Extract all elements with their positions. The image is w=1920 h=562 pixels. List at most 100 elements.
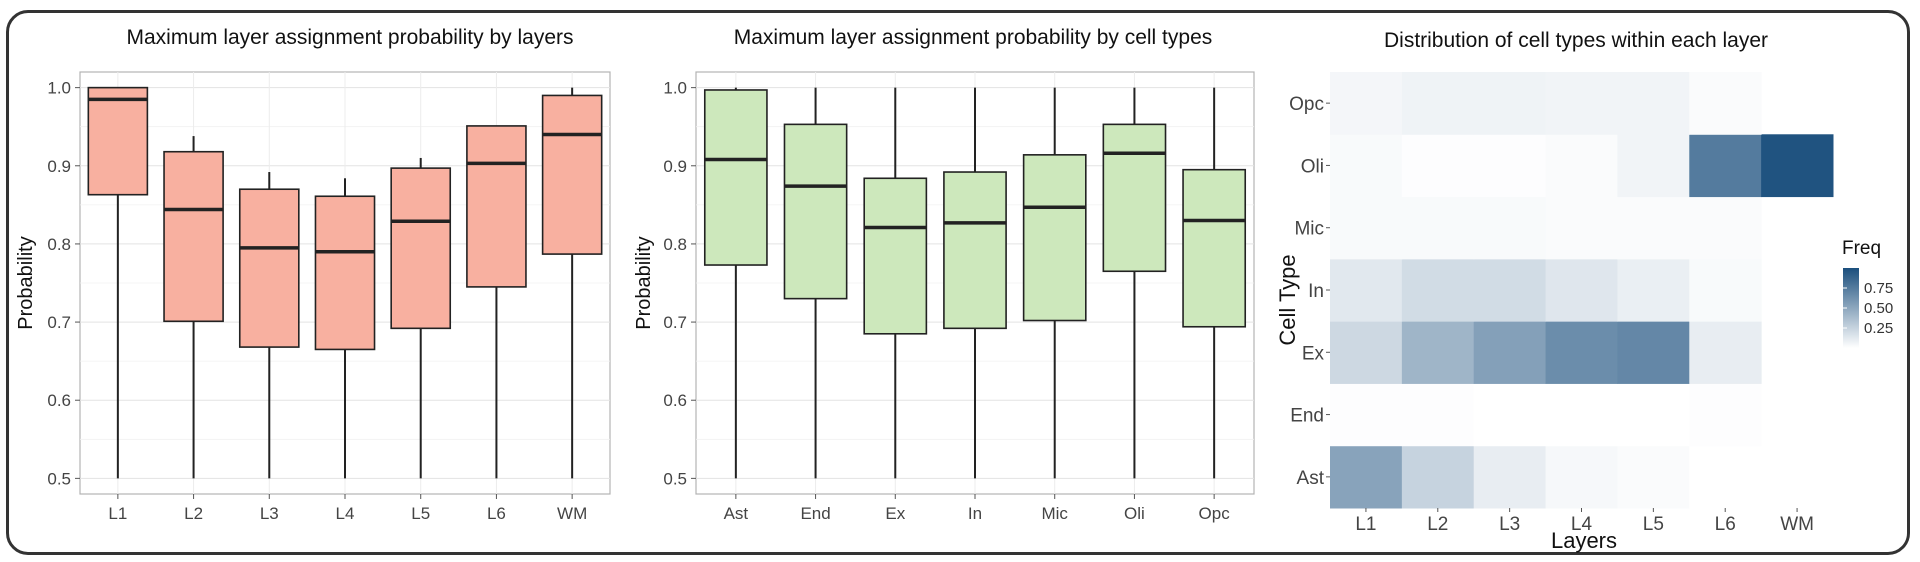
heatmap-cell-opc-l4 — [1545, 72, 1618, 135]
heatmap-cell-oli-l4 — [1545, 134, 1618, 198]
heatmap-cell-ex-l4 — [1545, 321, 1618, 384]
panel1-box-l2 — [163, 136, 224, 479]
panel1-box-l6 — [466, 125, 527, 479]
heatmap-y-tick-label: Ast — [1297, 468, 1325, 489]
heatmap-y-tick-label: Oli — [1301, 156, 1324, 177]
panel2-box-end — [783, 87, 848, 479]
panel-celltypes-boxplot: Maximum layer assignment probability by … — [633, 26, 1255, 523]
panel2-x-tick-label: Ast — [724, 504, 749, 523]
heatmap-cell-in-l3 — [1473, 258, 1547, 322]
heatmap-cell-opc-l3 — [1473, 72, 1547, 135]
heatmap-cell-opc-l5 — [1617, 72, 1690, 135]
heatmap-cell-end-l5 — [1617, 383, 1690, 447]
heatmap-x-tick-label: WM — [1780, 514, 1814, 535]
heatmap-x-tick-label: L2 — [1427, 514, 1448, 535]
heatmap-cell-ast-l4 — [1545, 445, 1618, 509]
panel1-box-body — [238, 188, 300, 348]
legend-title: Freq — [1842, 238, 1881, 259]
heatmap-cell-ast-l5 — [1617, 445, 1690, 509]
panel2-box-oli — [1102, 87, 1167, 479]
panel2-box-ex — [863, 87, 928, 479]
legend-tick-label: 0.75 — [1864, 280, 1893, 297]
heatmap-y-tick-label: In — [1308, 281, 1324, 302]
panel2-box-body — [943, 171, 1007, 330]
panel1-box-l3 — [238, 172, 300, 479]
heatmap-cell-mic-l3 — [1473, 196, 1547, 260]
panel1-y-tick-label: 0.6 — [47, 391, 71, 410]
heatmap-x-tick-label: L3 — [1499, 514, 1520, 535]
panel2-x-tick-label: Mic — [1041, 504, 1068, 523]
heatmap-cell-end-l4 — [1545, 383, 1618, 447]
panel1-x-tick-label: WM — [557, 504, 587, 523]
heatmap-cell-end-l1 — [1330, 383, 1403, 447]
panel1-boxes — [87, 86, 603, 479]
panel2-x-tick-label: End — [800, 504, 830, 523]
panel1-box-body — [87, 86, 149, 196]
heatmap-cell-in-l1 — [1330, 258, 1403, 322]
panel1-x-tick-label: L4 — [336, 504, 355, 523]
panel1-box-body — [163, 150, 224, 323]
heatmap-cell-opc-l6 — [1689, 72, 1762, 135]
panel2-y-tick-label: 0.9 — [663, 157, 687, 176]
heatmap-y-tick-label: Mic — [1294, 219, 1324, 240]
panel1-box-body — [390, 167, 452, 330]
panel2-y-tick-label: 0.8 — [663, 235, 687, 254]
heatmap-cell-ex-l5 — [1617, 321, 1690, 384]
panel1-box-wm — [541, 87, 603, 479]
panel2-y-tick-label: 0.7 — [663, 313, 687, 332]
panel1-y-axis-label: Probability — [15, 236, 37, 329]
panel1-x-tick-label: L5 — [411, 504, 430, 523]
heatmap-cell-opc-l2 — [1401, 72, 1475, 135]
heatmap-cell-ex-l1 — [1330, 321, 1403, 384]
panel2-y-tick-label: 0.5 — [663, 469, 687, 488]
heatmap-cell-ex-l2 — [1401, 321, 1475, 384]
heatmap-cell-mic-l6 — [1689, 196, 1762, 260]
panel3-y-axis-label: Cell Type — [1275, 254, 1300, 345]
panel3-x-axis-label: Layers — [1551, 528, 1617, 553]
heatmap-cell-mic-l4 — [1545, 196, 1618, 260]
heatmap-cell-in-l6 — [1689, 258, 1762, 322]
heatmap-cell-ast-l3 — [1473, 445, 1547, 509]
panel2-x-tick-label: Oli — [1124, 504, 1145, 523]
panel2-x-tick-label: Ex — [885, 504, 905, 523]
panel-celltype-heatmap: Distribution of cell types within each l… — [1275, 29, 1893, 553]
panel1-tick-labels: L1 L2 L3 L4 L5 L6 WM 0.5 0.6 0.7 0.8 0.9 1.0 — [47, 79, 587, 523]
panel1-x-tick-label: L6 — [487, 504, 506, 523]
panel3-cells — [1330, 72, 1834, 509]
heatmap-cell-oli-l6 — [1689, 134, 1762, 198]
heatmap-cell-oli-l1 — [1330, 134, 1403, 198]
panel-layers-boxplot: Maximum layer assignment probability by … — [15, 26, 611, 523]
heatmap-cell-mic-l5 — [1617, 196, 1690, 260]
heatmap-cell-in-l4 — [1545, 258, 1618, 322]
panel2-boxes — [703, 87, 1247, 479]
panel2-box-body — [1182, 168, 1247, 328]
panel1-y-tick-label: 0.5 — [47, 469, 71, 488]
panel2-box-body — [1022, 154, 1087, 322]
heatmap-y-tick-label: Opc — [1289, 94, 1324, 115]
panel1-box-l1 — [87, 86, 149, 479]
heatmap-y-tick-label: End — [1290, 406, 1324, 427]
panel2-box-body — [783, 123, 848, 300]
panel1-box-l5 — [390, 157, 452, 479]
panel2-title: Maximum layer assignment probability by … — [734, 26, 1213, 49]
legend-tick-labels: 0.25 0.50 0.75 — [1843, 280, 1893, 337]
heatmap-cell-oli-l3 — [1473, 134, 1547, 198]
panel2-y-tick-label: 0.6 — [663, 391, 687, 410]
panel1-y-tick-label: 1.0 — [47, 79, 71, 98]
panel1-box-l4 — [314, 178, 376, 479]
heatmap-cell-in-l5 — [1617, 258, 1690, 322]
panel1-box-body — [541, 94, 603, 255]
heatmap-cell-in-l2 — [1401, 258, 1475, 322]
panel1-x-tick-label: L2 — [184, 504, 203, 523]
panel1-x-tick-label: L1 — [108, 504, 127, 523]
heatmap-cell-oli-l5 — [1617, 134, 1690, 198]
panel3-legend: Freq 0.25 0.50 0.75 — [1842, 238, 1893, 348]
heatmap-cell-ast-l1 — [1330, 445, 1403, 509]
heatmap-cell-ast-l2 — [1401, 445, 1475, 509]
panel1-box-body — [466, 125, 527, 288]
panel1-y-tick-label: 0.9 — [47, 157, 71, 176]
heatmap-x-tick-label: L1 — [1355, 514, 1376, 535]
panel2-box-body — [863, 177, 928, 335]
panel2-y-tick-label: 1.0 — [663, 79, 687, 98]
panel2-tick-labels: Ast End Ex In Mic Oli Opc 0.5 0.6 0.7 0.8 0.9 1.0 — [663, 79, 1230, 523]
